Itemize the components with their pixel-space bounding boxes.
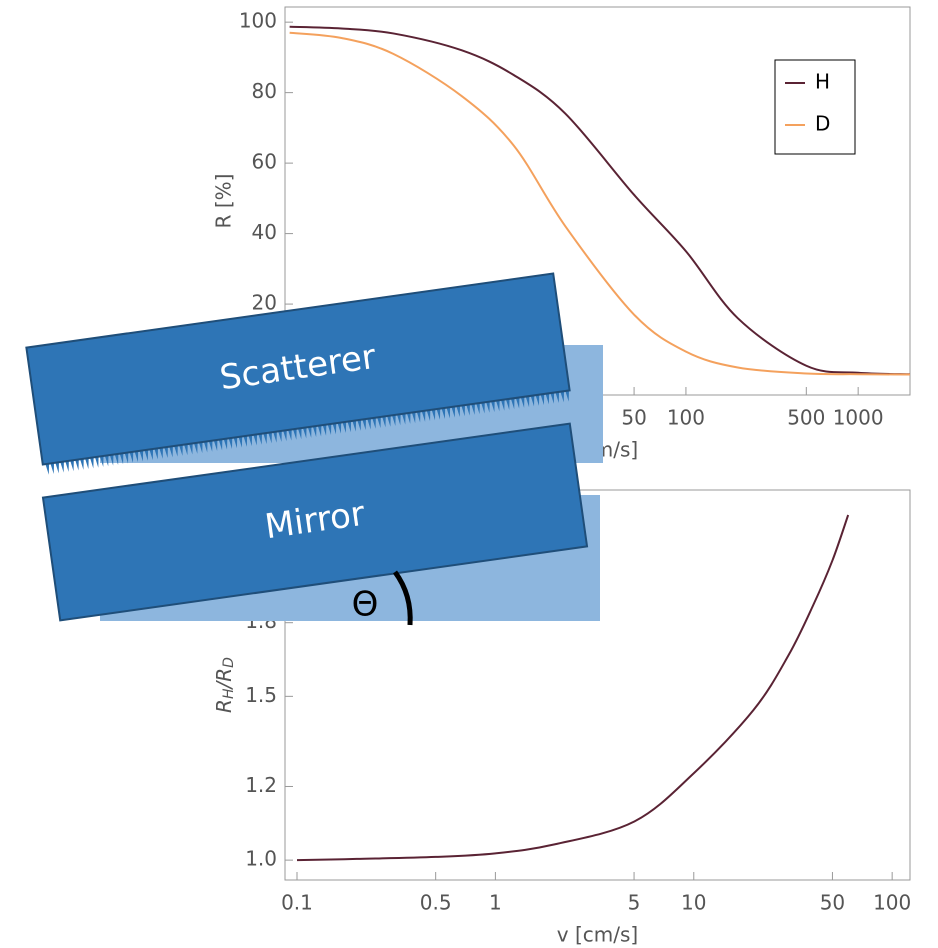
- scatterer: Scatterer: [25, 272, 571, 475]
- scatterer-block: [25, 272, 571, 466]
- y-axis-label-part: H: [221, 688, 237, 699]
- x-tick-label: 1: [489, 891, 502, 915]
- mirror: Mirror: [41, 422, 589, 622]
- y-axis-label-part: D: [221, 657, 237, 668]
- line-series: [289, 25, 911, 376]
- x-tick-label: 500: [787, 406, 825, 430]
- x-tick-label: 10: [681, 891, 706, 915]
- y-tick-label: 1.5: [245, 683, 277, 707]
- line-series: [296, 514, 850, 862]
- y-tick-label: 40: [252, 220, 277, 244]
- x-axis-label: v [cm/s]: [557, 923, 638, 947]
- x-tick-label: 0.1: [281, 891, 313, 915]
- x-tick-label: 5: [628, 891, 641, 915]
- angle-label: Θ: [352, 585, 379, 625]
- x-tick-label: 0.5: [420, 891, 452, 915]
- mirror-block: [41, 422, 589, 622]
- x-tick-label: 100: [667, 406, 705, 430]
- x-tick-label: 1000: [833, 406, 884, 430]
- x-tick-label: 100: [873, 891, 911, 915]
- y-tick-label: 20: [252, 291, 277, 315]
- y-axis-label: RH/RD: [212, 657, 237, 713]
- y-axis-label-part: R: [212, 699, 236, 713]
- legend-box: [774, 59, 856, 155]
- legend-label: H: [815, 70, 830, 94]
- y-tick-label: 1.0: [245, 847, 277, 871]
- angle-arc: [392, 570, 413, 626]
- y-tick-label: 80: [252, 79, 277, 103]
- y-axis-label: R [%]: [212, 174, 236, 229]
- y-tick-label: 1.2: [245, 773, 277, 797]
- x-tick-label: 50: [621, 406, 646, 430]
- y-tick-label: 100: [239, 9, 277, 33]
- legend-label: D: [815, 112, 830, 136]
- x-tick-label: 50: [820, 891, 845, 915]
- y-axis-label-part: /R: [212, 668, 236, 691]
- y-tick-label: 60: [252, 150, 277, 174]
- line-series: [289, 31, 911, 376]
- overlay-diagram: Scatterer Mirror Θ: [25, 272, 603, 626]
- plot-frame: [284, 489, 911, 881]
